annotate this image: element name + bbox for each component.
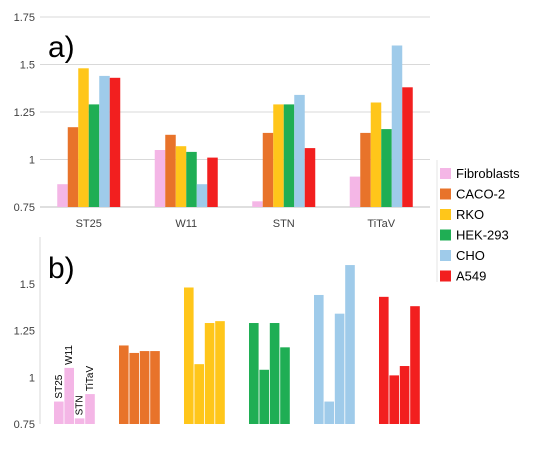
legend-label-hek-293: HEK-293 — [456, 228, 509, 243]
bar-b-rko-st25 — [184, 287, 194, 424]
legend-swatch-cho — [440, 250, 451, 261]
bar-a-st25-caco-2 — [67, 127, 79, 207]
bar-a-st25-hek-293 — [88, 104, 100, 207]
legend-label-cho: CHO — [456, 248, 485, 263]
legend-label-a549: A549 — [456, 269, 486, 284]
y-tick-label-b: 0.75 — [14, 419, 35, 431]
bar-a-stn-cho — [294, 94, 305, 207]
bar-label-w11: W11 — [64, 345, 75, 365]
bar-b-fibroblasts-stn — [74, 418, 85, 424]
legend-swatch-hek-293 — [440, 229, 451, 241]
bar-label-stn: STN — [75, 395, 86, 415]
bar-b-rko-stn — [204, 323, 215, 424]
bar-a-titav-cho — [391, 45, 403, 207]
legend-swatch-a549 — [440, 270, 451, 282]
bar-a-w11-a549 — [207, 157, 218, 207]
y-tick-label-a: 1 — [29, 155, 35, 167]
bar-b-a549-stn — [399, 366, 410, 424]
bar-b-caco-2-stn — [139, 351, 150, 424]
legend-label-rko: RKO — [456, 207, 484, 222]
bar-a-w11-hek-293 — [186, 151, 197, 207]
bar-label-st25: ST25 — [54, 374, 65, 398]
bar-b-caco-2-st25 — [119, 345, 129, 424]
y-tick-label-b: 1 — [29, 372, 35, 384]
y-tick-label-a: 1.5 — [20, 60, 35, 72]
panel-b-chart: 0.75 1 1.25 1.5 ST25 W11 STN TiTaV b) — [14, 237, 420, 431]
bar-b-cho-st25 — [314, 294, 324, 424]
bar-b-rko-titav — [215, 321, 225, 424]
bar-b-hek-293-w11 — [259, 369, 269, 424]
bar-b-hek-293-titav — [280, 347, 290, 424]
bar-a-stn-caco-2 — [262, 132, 274, 207]
bar-b-hek-293-st25 — [249, 323, 259, 424]
y-tick-label-a: 1.25 — [14, 107, 35, 119]
y-tick-label-b: 1.25 — [14, 326, 35, 338]
bar-a-titav-a549 — [402, 87, 413, 207]
x-tick-label-a: ST25 — [76, 218, 102, 230]
x-tick-label-a: W11 — [175, 218, 197, 230]
bar-a-titav-caco-2 — [360, 132, 371, 207]
bar-a-st25-rko — [78, 68, 89, 207]
bar-a-titav-hek-293 — [381, 129, 392, 207]
bar-a-st25-fibroblasts — [57, 184, 68, 207]
bar-a-stn-hek-293 — [283, 104, 295, 207]
y-tick-label-a: 0.75 — [14, 202, 35, 214]
bar-b-fibroblasts-w11 — [64, 367, 74, 424]
bar-a-stn-a549 — [304, 148, 316, 207]
legend-swatch-fibroblasts — [440, 168, 451, 179]
bar-b-fibroblasts-titav — [85, 394, 95, 424]
bar-a-titav-fibroblasts — [349, 176, 361, 207]
bar-a-titav-rko — [370, 102, 382, 207]
bar-a-w11-fibroblasts — [154, 150, 166, 207]
panel-label-b: b) — [48, 252, 75, 285]
bar-b-rko-w11 — [194, 364, 204, 424]
bar-b-cho-titav — [345, 265, 355, 424]
bar-a-st25-a549 — [109, 77, 121, 207]
bar-a-w11-rko — [175, 146, 187, 207]
bar-b-caco-2-titav — [150, 351, 160, 424]
bar-b-a549-titav — [410, 306, 420, 424]
legend-swatch-caco-2 — [440, 188, 451, 200]
bar-label-titav: TiTaV — [85, 366, 96, 392]
x-tick-label-a: TiTaV — [367, 218, 395, 230]
bar-b-a549-st25 — [379, 296, 389, 424]
y-tick-label-b: 1.5 — [20, 279, 35, 291]
legend-label-fibroblasts: Fibroblasts — [456, 166, 520, 181]
bar-b-fibroblasts-st25 — [54, 401, 64, 424]
panel-label-a: a) — [48, 31, 75, 64]
bar-b-a549-w11 — [389, 375, 399, 424]
bar-b-hek-293-stn — [269, 323, 280, 424]
bar-b-cho-stn — [334, 313, 345, 424]
bar-a-st25-cho — [99, 75, 110, 208]
bar-b-cho-w11 — [324, 401, 334, 424]
y-tick-label-a: 1.75 — [14, 12, 35, 24]
bar-a-stn-fibroblasts — [252, 201, 263, 207]
bar-a-stn-rko — [273, 104, 284, 207]
bar-b-caco-2-w11 — [129, 352, 139, 424]
bar-a-w11-caco-2 — [165, 134, 176, 207]
x-tick-label-a: STN — [273, 218, 295, 230]
legend: Fibroblasts CACO-2 RKO HEK-293 CHO A549 — [436, 160, 520, 284]
panel-a-chart: 0.75 1 1.25 1.5 1.75 ST25 W11 STN TiTaV a) — [14, 12, 430, 230]
legend-swatch-rko — [440, 209, 451, 220]
legend-label-caco-2: CACO-2 — [456, 187, 505, 202]
bar-a-w11-cho — [196, 184, 208, 207]
